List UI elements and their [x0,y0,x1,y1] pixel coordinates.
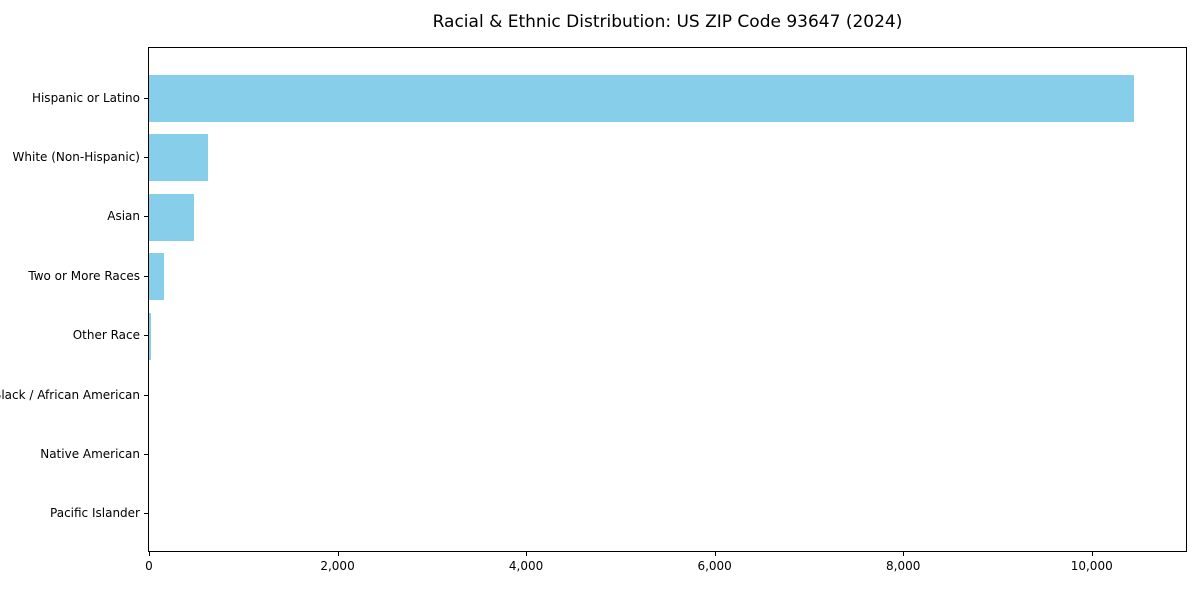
plot-area [148,47,1187,552]
y-axis-label: Native American [40,446,140,461]
y-axis-label: Other Race [72,328,140,343]
x-tick-mark [526,552,528,556]
x-tick-mark [1091,552,1093,556]
x-tick-mark [903,552,905,556]
x-axis-label: 2,000 [320,559,355,573]
x-tick-mark [714,552,716,556]
y-axis-label: Pacific Islander [50,506,140,521]
y-tick-mark [144,335,148,337]
y-tick-mark [144,97,148,99]
y-axis-label: Two or More Races [28,268,140,283]
x-axis-label: 8,000 [885,559,921,573]
chart-title: Racial & Ethnic Distribution: US ZIP Cod… [432,12,903,32]
y-tick-mark [144,216,148,218]
x-tick-mark [149,552,150,556]
y-tick-mark [144,156,148,158]
y-tick-mark [144,394,148,396]
x-axis-label: 4,000 [508,559,544,573]
x-axis-label: 10,000 [1070,559,1113,573]
bar-white-non-hispanic [149,134,208,182]
bar-other-race [149,312,151,360]
x-axis-label: 0 [145,559,153,573]
bar-hispanic-or-latino [149,75,1135,122]
y-tick-mark [144,453,148,455]
x-tick-mark [337,552,339,556]
y-axis-label: Black / African American [0,387,140,402]
bar-two-or-more-races [149,253,165,301]
bar-asian [149,193,195,241]
y-tick-mark [144,275,148,277]
x-axis-label: 6,000 [697,559,732,573]
y-tick-mark [144,513,148,515]
y-axis-label: White (Non-Hispanic) [12,149,140,164]
y-axis-label: Asian [107,209,140,224]
y-axis-label: Hispanic or Latino [31,90,140,105]
